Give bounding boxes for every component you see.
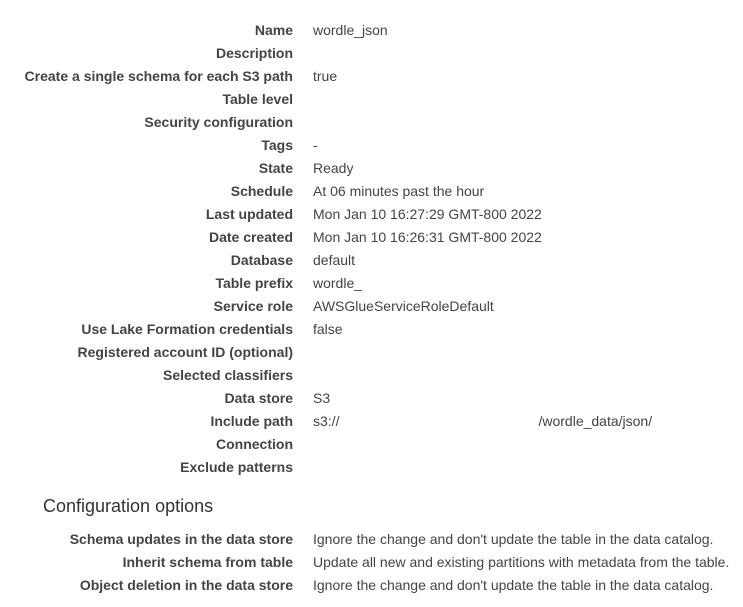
crawler-details-list: Name wordle_json Description Create a si… — [0, 19, 743, 479]
configuration-options-list: Schema updates in the data store Ignore … — [0, 528, 743, 597]
detail-value: At 06 minutes past the hour — [313, 183, 485, 199]
detail-value: S3 — [313, 390, 331, 406]
detail-label: Last updated — [205, 206, 293, 222]
detail-label: Create a single schema for each S3 path — [24, 68, 293, 84]
detail-row-selected-classifiers: Selected classifiers — [0, 364, 743, 387]
detail-row-tags: Tags - — [0, 134, 743, 157]
detail-row-state: State Ready — [0, 157, 743, 180]
detail-row-exclude-patterns: Exclude patterns — [0, 456, 743, 479]
detail-value: AWSGlueServiceRoleDefault — [313, 298, 494, 314]
detail-value — [293, 364, 313, 387]
configuration-options-title: Configuration options — [43, 496, 214, 516]
include-path-suffix: /wordle_data/json/ — [538, 413, 653, 429]
detail-row-schedule: Schedule At 06 minutes past the hour — [0, 180, 743, 203]
detail-value: Ready — [313, 160, 354, 176]
detail-label: Service role — [213, 298, 293, 314]
detail-value — [293, 341, 313, 364]
detail-label: State — [258, 160, 293, 176]
config-value: Update all new and existing partitions w… — [313, 554, 730, 570]
detail-label: Date created — [208, 229, 293, 245]
config-label: Inherit schema from table — [122, 554, 293, 570]
detail-label: Table prefix — [215, 275, 293, 291]
detail-label: Description — [215, 45, 293, 61]
detail-row-service-role: Service role AWSGlueServiceRoleDefault — [0, 295, 743, 318]
detail-value: - — [313, 137, 318, 153]
detail-row-last-updated: Last updated Mon Jan 10 16:27:29 GMT-800… — [0, 203, 743, 226]
detail-label: Registered account ID (optional) — [77, 344, 293, 360]
detail-value — [293, 111, 313, 134]
detail-row-include-path: Include path s3:// /wordle_data/json/ — [0, 410, 743, 433]
detail-row-security-configuration: Security configuration — [0, 111, 743, 134]
detail-row-table-level: Table level — [0, 88, 743, 111]
detail-row-description: Description — [0, 42, 743, 65]
detail-row-table-prefix: Table prefix wordle_ — [0, 272, 743, 295]
detail-label: Tags — [261, 137, 293, 153]
detail-value — [293, 456, 313, 479]
config-value: Ignore the change and don't update the t… — [313, 577, 714, 593]
detail-row-lake-formation: Use Lake Formation credentials false — [0, 318, 743, 341]
detail-label: Security configuration — [144, 114, 293, 130]
detail-label: Exclude patterns — [180, 459, 293, 475]
detail-label: Data store — [224, 390, 293, 406]
config-row-object-deletion: Object deletion in the data store Ignore… — [0, 574, 743, 597]
detail-value: default — [313, 252, 356, 268]
detail-value — [293, 42, 313, 65]
detail-label: Selected classifiers — [163, 367, 293, 383]
detail-label: Include path — [210, 413, 293, 429]
detail-row-connection: Connection — [0, 433, 743, 456]
detail-value: Mon Jan 10 16:26:31 GMT-800 2022 — [313, 229, 542, 245]
detail-value — [293, 88, 313, 111]
detail-row-date-created: Date created Mon Jan 10 16:26:31 GMT-800… — [0, 226, 743, 249]
config-row-schema-updates: Schema updates in the data store Ignore … — [0, 528, 743, 551]
detail-value: false — [313, 321, 343, 337]
detail-value: true — [313, 68, 338, 84]
config-row-inherit-schema: Inherit schema from table Update all new… — [0, 551, 743, 574]
include-path-value: s3:// /wordle_data/json/ — [293, 410, 652, 433]
detail-row-database: Database default — [0, 249, 743, 272]
detail-row-name: Name wordle_json — [0, 19, 743, 42]
detail-value: wordle_ — [313, 275, 363, 291]
detail-label: Table level — [222, 91, 293, 107]
config-label: Schema updates in the data store — [69, 531, 293, 547]
detail-row-registered-account: Registered account ID (optional) — [0, 341, 743, 364]
detail-label: Database — [230, 252, 293, 268]
detail-value: Mon Jan 10 16:27:29 GMT-800 2022 — [313, 206, 542, 222]
detail-label: Name — [254, 22, 293, 38]
config-value: Ignore the change and don't update the t… — [313, 531, 714, 547]
detail-label: Use Lake Formation credentials — [81, 321, 293, 337]
detail-row-single-schema: Create a single schema for each S3 path … — [0, 65, 743, 88]
config-label: Object deletion in the data store — [79, 577, 293, 593]
detail-label: Schedule — [230, 183, 293, 199]
detail-value — [293, 433, 313, 456]
detail-label: Connection — [216, 436, 293, 452]
detail-value: wordle_json — [313, 22, 388, 38]
include-path-prefix: s3:// — [313, 413, 340, 429]
detail-row-data-store: Data store S3 — [0, 387, 743, 410]
